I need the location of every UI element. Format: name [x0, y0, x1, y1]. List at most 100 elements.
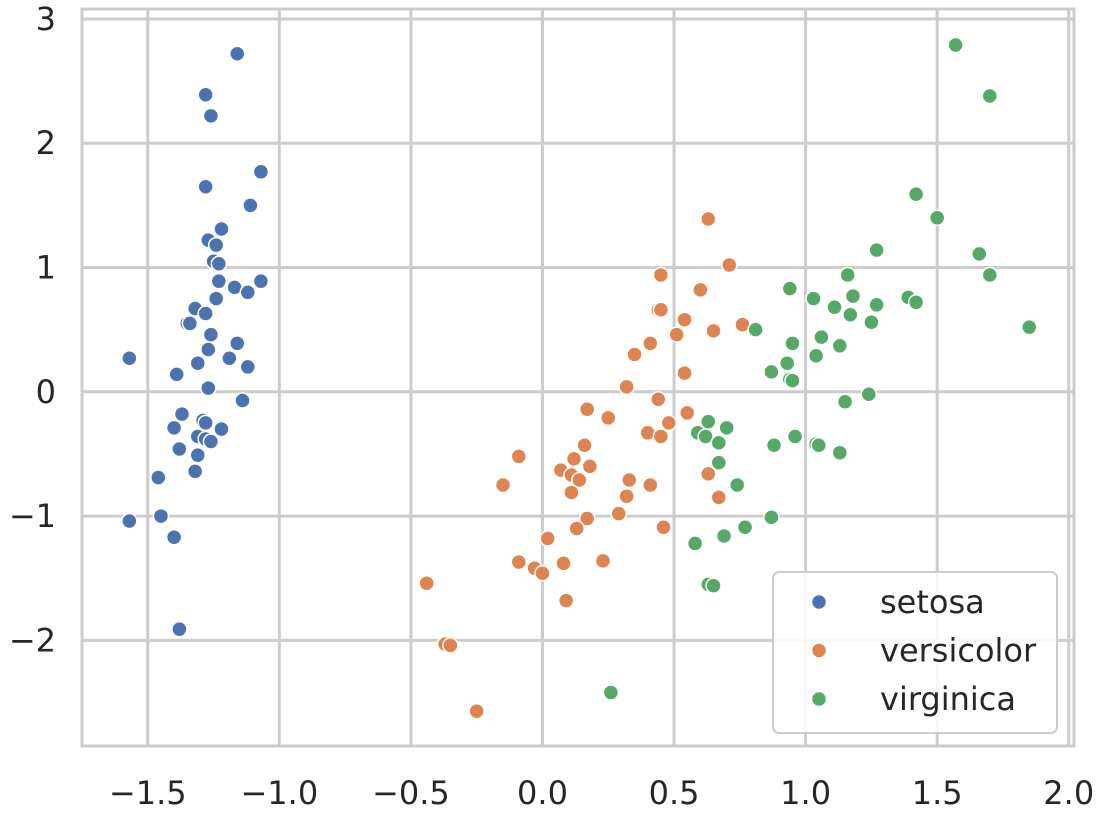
data-point-setosa: [197, 305, 214, 322]
data-point-virginica: [718, 419, 735, 437]
legend-label-versicolor: versicolor: [880, 632, 1037, 670]
data-point-versicolor: [563, 484, 580, 501]
data-point-versicolor: [678, 404, 696, 422]
data-point-versicolor: [676, 364, 693, 382]
data-point-versicolor: [510, 448, 528, 465]
data-point-virginica: [810, 436, 828, 454]
data-point-versicolor: [539, 530, 556, 547]
data-point-versicolor: [655, 519, 672, 536]
data-point-setosa: [121, 349, 138, 367]
data-point-setosa: [165, 419, 183, 437]
data-point-versicolor: [652, 301, 670, 319]
data-point-virginica: [765, 436, 783, 454]
data-point-virginica: [778, 354, 796, 372]
data-point-virginica: [971, 245, 988, 263]
y-tick-label: 3: [36, 0, 56, 38]
data-point-versicolor: [642, 335, 659, 352]
data-point-virginica: [728, 476, 746, 494]
data-point-virginica: [715, 527, 733, 545]
series-setosa: [121, 45, 270, 638]
x-tick-label: 1.0: [780, 774, 831, 810]
data-point-virginica: [981, 87, 999, 105]
data-point-setosa: [171, 620, 188, 638]
data-point-versicolor: [571, 471, 588, 489]
data-point-setosa: [202, 433, 220, 450]
grid-lines: [82, 9, 1074, 746]
data-point-setosa: [121, 512, 138, 530]
y-tick-label: 0: [36, 373, 56, 411]
data-point-setosa: [200, 379, 217, 397]
data-point-versicolor: [578, 400, 596, 418]
data-point-setosa: [200, 341, 217, 358]
legend-marker-virginica: [810, 690, 828, 708]
data-point-versicolor: [557, 592, 575, 609]
data-point-setosa: [252, 163, 270, 181]
data-point-virginica: [805, 290, 822, 307]
data-point-versicolor: [610, 505, 628, 522]
y-tick-label: −1: [9, 497, 56, 535]
data-point-versicolor: [642, 476, 659, 494]
data-point-versicolor: [442, 637, 459, 654]
data-point-setosa: [189, 446, 207, 464]
data-point-virginica: [928, 209, 946, 227]
data-point-versicolor: [705, 322, 722, 340]
data-point-setosa: [189, 354, 207, 372]
plot-frame: [80, 7, 1076, 748]
data-point-virginica: [831, 337, 849, 355]
x-tick-label: 0.0: [517, 774, 568, 810]
y-tick-label: 1: [36, 249, 56, 287]
data-point-versicolor: [534, 564, 551, 582]
data-point-virginica: [784, 372, 801, 389]
y-tick-label: −2: [9, 621, 56, 659]
legend: setosa versicolor virginica: [772, 571, 1058, 734]
x-tick-label: −0.5: [372, 774, 450, 810]
data-point-setosa: [173, 405, 191, 423]
data-point-setosa: [165, 528, 183, 546]
x-tick-label: 1.5: [912, 774, 963, 810]
data-point-virginica: [705, 577, 722, 594]
data-point-setosa: [239, 358, 257, 376]
data-point-versicolor: [668, 326, 685, 343]
y-tick-label: 2: [36, 124, 56, 162]
data-point-setosa: [210, 255, 228, 273]
data-point-virginica: [842, 306, 859, 323]
x-tick-label: 0.5: [649, 774, 700, 810]
data-point-virginica: [710, 454, 728, 471]
data-point-virginica: [710, 434, 728, 451]
data-point-virginica: [863, 313, 880, 331]
data-point-virginica: [697, 428, 714, 445]
data-point-versicolor: [565, 450, 583, 468]
x-tick-label: −1.5: [109, 774, 187, 810]
data-point-setosa: [252, 272, 270, 290]
data-point-setosa: [234, 392, 251, 409]
data-point-virginica: [763, 363, 780, 381]
data-point-versicolor: [652, 428, 670, 445]
legend-marker-versicolor: [810, 642, 828, 659]
data-point-virginica: [831, 444, 849, 461]
data-point-versicolor: [652, 266, 670, 284]
legend-label-setosa: setosa: [880, 583, 985, 621]
series-versicolor: [418, 210, 751, 720]
data-point-virginica: [813, 328, 830, 346]
data-point-virginica: [844, 287, 862, 305]
data-point-versicolor: [692, 281, 709, 299]
x-tick-label: −1.0: [240, 774, 318, 810]
data-point-versicolor: [510, 553, 528, 571]
data-point-setosa: [186, 463, 204, 480]
legend-label-virginica: virginica: [880, 680, 1016, 718]
data-point-setosa: [239, 284, 257, 301]
data-point-versicolor: [660, 414, 678, 432]
data-point-versicolor: [618, 378, 635, 396]
data-point-setosa: [213, 220, 230, 238]
data-point-setosa: [168, 366, 185, 383]
data-point-setosa: [202, 107, 220, 125]
series-virginica: [602, 36, 1038, 701]
data-point-setosa: [150, 469, 167, 486]
data-point-virginica: [602, 684, 620, 701]
data-point-virginica: [736, 519, 754, 536]
legend-marker-setosa: [810, 593, 828, 611]
data-point-versicolor: [650, 390, 667, 408]
data-point-virginica: [784, 335, 801, 352]
data-point-virginica: [907, 294, 925, 311]
